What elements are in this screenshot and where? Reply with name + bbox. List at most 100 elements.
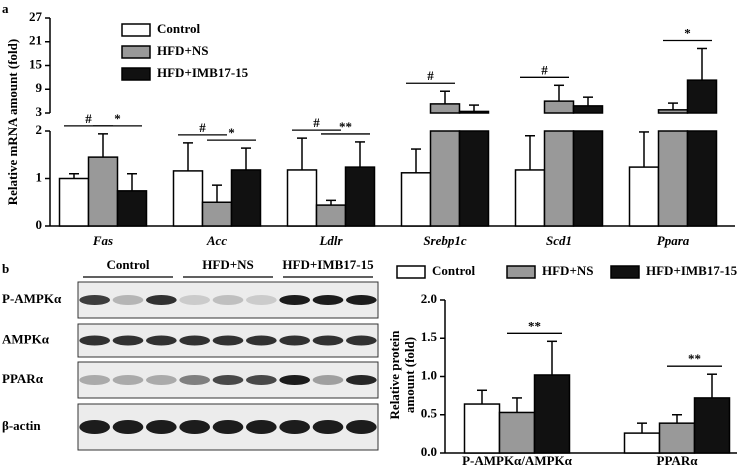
legend-label: Control	[432, 263, 475, 278]
legend-swatch	[121, 67, 151, 81]
blot-band	[146, 295, 177, 305]
blot-band	[279, 295, 310, 305]
significance-mark: #	[427, 68, 434, 83]
group-label: HFD+NS	[202, 257, 253, 272]
y-tick-label: 1	[36, 169, 43, 184]
y-tick-label: 15	[29, 56, 43, 71]
significance-mark: **	[528, 318, 541, 333]
y-tick-label: 2	[36, 122, 43, 137]
blot-band	[179, 335, 211, 346]
blot-band	[212, 375, 244, 385]
blot-band	[179, 295, 211, 305]
bar	[514, 169, 546, 227]
y-tick-label: 9	[36, 80, 43, 95]
legend-label: HFD+NS	[542, 263, 593, 278]
blot-band	[312, 335, 344, 346]
legend-label: HFD+IMB17-15	[157, 65, 249, 80]
blot-band	[79, 335, 110, 346]
blot-band	[112, 295, 144, 305]
blot-band	[79, 295, 110, 305]
x-tick-label: PPARα	[657, 453, 699, 467]
blot-band	[212, 295, 244, 305]
bar	[344, 166, 376, 227]
y-tick-label: 21	[29, 33, 42, 48]
significance-mark: *	[228, 125, 235, 140]
blot-band	[112, 420, 144, 434]
blot-band	[312, 420, 344, 434]
bar	[543, 100, 575, 114]
blot-band	[246, 335, 277, 346]
bar	[657, 109, 689, 114]
bar	[628, 166, 660, 227]
panel-label: b	[2, 261, 9, 276]
bar	[686, 79, 718, 114]
legend-swatch	[121, 23, 151, 37]
blot-band	[79, 420, 110, 434]
x-tick-label: Fas	[92, 233, 113, 248]
blot-band	[112, 375, 144, 385]
bar	[87, 156, 119, 227]
y-axis-label: Relative mRNA amount (fold)	[5, 39, 20, 205]
blot-band	[112, 335, 144, 346]
blot-band	[246, 295, 277, 305]
bar	[658, 422, 696, 454]
blot-band	[346, 335, 377, 346]
blot-band	[346, 420, 377, 434]
bar	[623, 432, 661, 454]
bar	[58, 177, 90, 227]
blot-band	[212, 335, 244, 346]
bar	[543, 130, 575, 227]
y-tick-label: 1.5	[421, 329, 438, 344]
bar	[533, 374, 571, 454]
y-tick-label: 1.0	[421, 367, 437, 382]
row-label: P-AMPKα	[2, 291, 62, 306]
blot-band	[279, 375, 310, 385]
legend-swatch	[610, 265, 640, 279]
bar	[315, 204, 347, 227]
y-axis-label: Relative protein	[387, 330, 402, 420]
significance-mark: #	[85, 111, 92, 126]
y-tick-label: 27	[29, 9, 43, 24]
bar	[286, 169, 318, 227]
y-tick-label: 0	[36, 217, 43, 232]
y-tick-label: 2.0	[421, 291, 437, 306]
blot-band	[312, 375, 344, 385]
significance-mark: *	[114, 111, 121, 126]
blot-band	[146, 420, 177, 434]
row-label: AMPKα	[2, 331, 50, 346]
bar	[400, 172, 432, 227]
bar	[172, 170, 204, 227]
bar	[693, 397, 731, 454]
bar	[686, 130, 718, 227]
blot-band	[312, 295, 344, 305]
legend-label: Control	[157, 21, 200, 36]
blot-band	[246, 420, 277, 434]
legend-swatch	[506, 265, 536, 279]
row-label: β-actin	[2, 418, 41, 433]
blot-band	[146, 375, 177, 385]
blot-band	[179, 420, 211, 434]
bar	[572, 105, 604, 114]
blot-band	[146, 335, 177, 346]
significance-mark: #	[313, 115, 320, 130]
blot-band	[279, 420, 310, 434]
x-tick-label: Scd1	[546, 233, 572, 248]
y-axis-label: amount (fold)	[402, 337, 417, 413]
significance-mark: **	[339, 119, 352, 134]
x-tick-label: Ldlr	[318, 233, 343, 248]
bar	[429, 130, 461, 227]
legend-swatch	[396, 265, 426, 279]
blot-band	[346, 295, 377, 305]
x-tick-label: Acc	[206, 233, 227, 248]
legend-label: HFD+IMB17-15	[646, 263, 738, 278]
y-tick-label: 0.5	[421, 406, 438, 421]
bar	[429, 103, 461, 114]
y-tick-label: 0.0	[421, 444, 437, 459]
bar	[116, 190, 148, 227]
bar	[458, 110, 490, 114]
significance-mark: **	[688, 351, 701, 366]
group-label: HFD+IMB17-15	[282, 257, 374, 272]
bar	[458, 130, 490, 227]
x-tick-label: P-AMPKα/AMPKα	[462, 453, 573, 467]
